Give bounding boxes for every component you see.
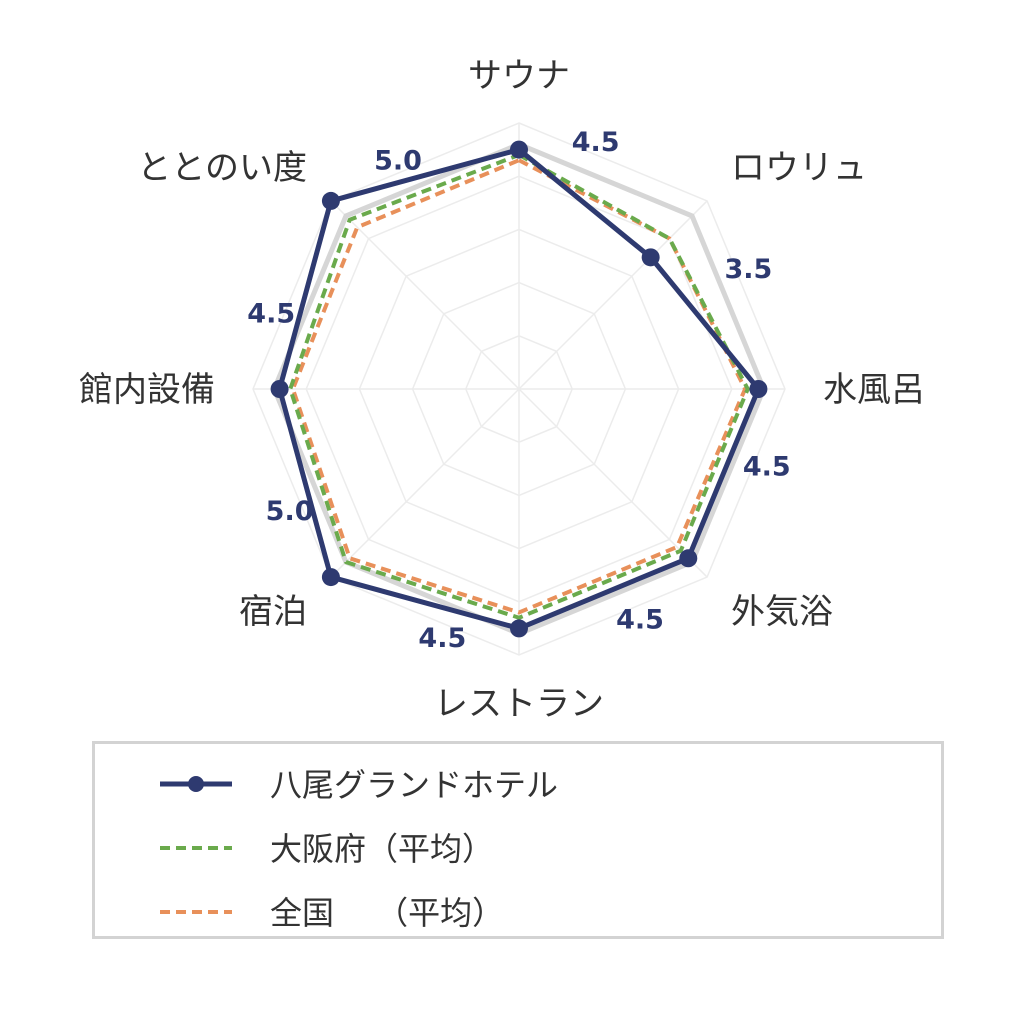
legend-swatch-hotel xyxy=(160,776,232,792)
legend-swatch-national xyxy=(160,910,232,914)
legend-label-hotel: 八尾グランドホテル xyxy=(270,766,559,804)
value-label-5: 5.0 xyxy=(266,496,314,527)
value-label-3: 4.5 xyxy=(616,604,664,635)
legend-item-national: 全国 （平均） xyxy=(95,882,941,942)
value-label-2: 4.5 xyxy=(743,452,791,483)
value-label-4: 4.5 xyxy=(418,623,466,654)
series-point-0-1 xyxy=(641,248,660,267)
legend-item-hotel: 八尾グランドホテル xyxy=(95,754,941,814)
grid-spoke-7 xyxy=(330,200,520,390)
series-point-0-5 xyxy=(321,568,340,587)
legend-swatch-osaka xyxy=(160,846,232,850)
grid-spoke-3 xyxy=(518,388,708,578)
legend-item-osaka: 大阪府（平均） xyxy=(95,818,941,878)
value-label-0: 4.5 xyxy=(572,127,620,158)
grid-spoke-1 xyxy=(518,200,708,390)
value-label-6: 4.5 xyxy=(247,298,295,329)
legend-label-national: 全国 （平均） xyxy=(270,894,505,932)
axis-label-0: サウナ xyxy=(468,56,570,96)
series-line-1 xyxy=(288,152,750,620)
axis-label-3: 外気浴 xyxy=(731,592,833,632)
axis-label-1: ロウリュ xyxy=(731,148,867,188)
legend: 八尾グランドホテル 大阪府（平均） 全国 （平均） xyxy=(92,741,944,939)
series-point-0-6 xyxy=(270,380,289,398)
axis-label-5: 宿泊 xyxy=(239,592,307,632)
value-label-1: 3.5 xyxy=(724,254,772,285)
series-point-0-7 xyxy=(321,191,340,210)
axis-label-4: レストラン xyxy=(434,684,604,724)
series-point-0-3 xyxy=(679,549,698,568)
series-point-0-2 xyxy=(749,380,768,398)
series-point-0-0 xyxy=(510,140,528,159)
axis-label-6: 館内設備 xyxy=(79,370,215,410)
axis-label-7: ととのい度 xyxy=(137,148,307,188)
value-label-7: 5.0 xyxy=(374,146,422,177)
series-point-0-4 xyxy=(510,619,528,638)
axis-label-2: 水風呂 xyxy=(823,370,925,410)
grid-spoke-5 xyxy=(330,388,520,578)
series-layer xyxy=(270,140,768,638)
legend-label-osaka: 大阪府（平均） xyxy=(270,830,495,868)
